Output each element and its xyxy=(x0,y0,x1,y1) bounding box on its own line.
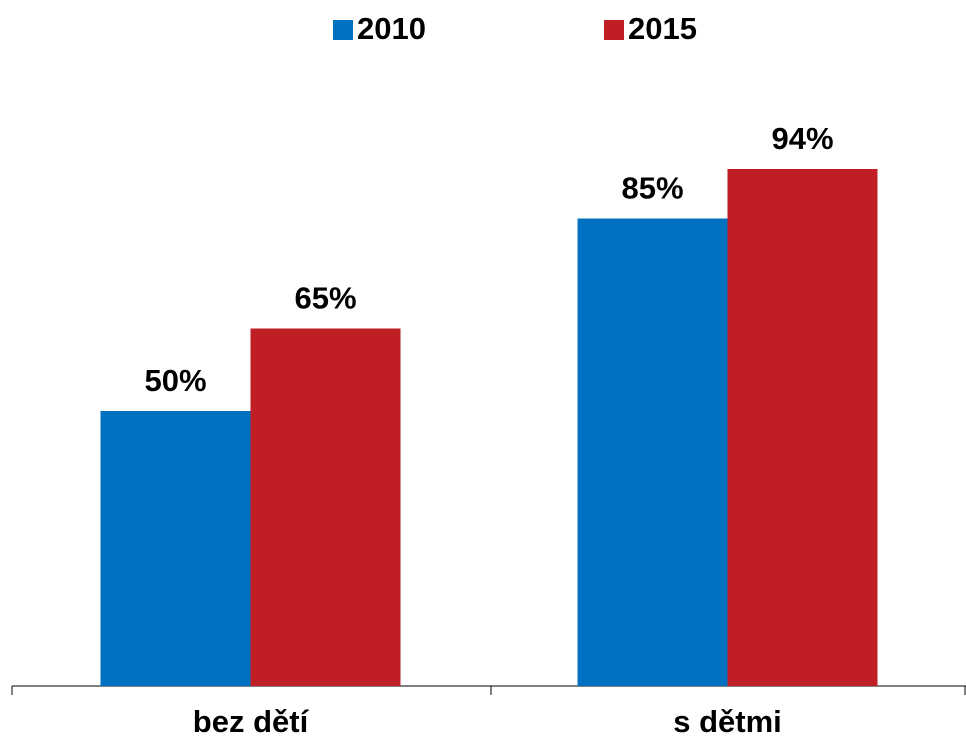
data-label: 50% xyxy=(144,363,206,398)
bar xyxy=(250,328,401,686)
legend-swatch xyxy=(604,20,624,40)
bar xyxy=(100,411,251,686)
x-tick-label: bez dětí xyxy=(193,704,310,739)
data-label: 94% xyxy=(771,121,833,156)
data-label: 65% xyxy=(294,281,356,316)
x-tick-label: s dětmi xyxy=(673,704,782,739)
bar xyxy=(577,218,728,686)
legend-label: 2015 xyxy=(628,11,697,46)
legend-swatch xyxy=(333,20,353,40)
data-label: 85% xyxy=(621,171,683,206)
legend-label: 2010 xyxy=(357,11,426,46)
bar xyxy=(727,169,878,686)
